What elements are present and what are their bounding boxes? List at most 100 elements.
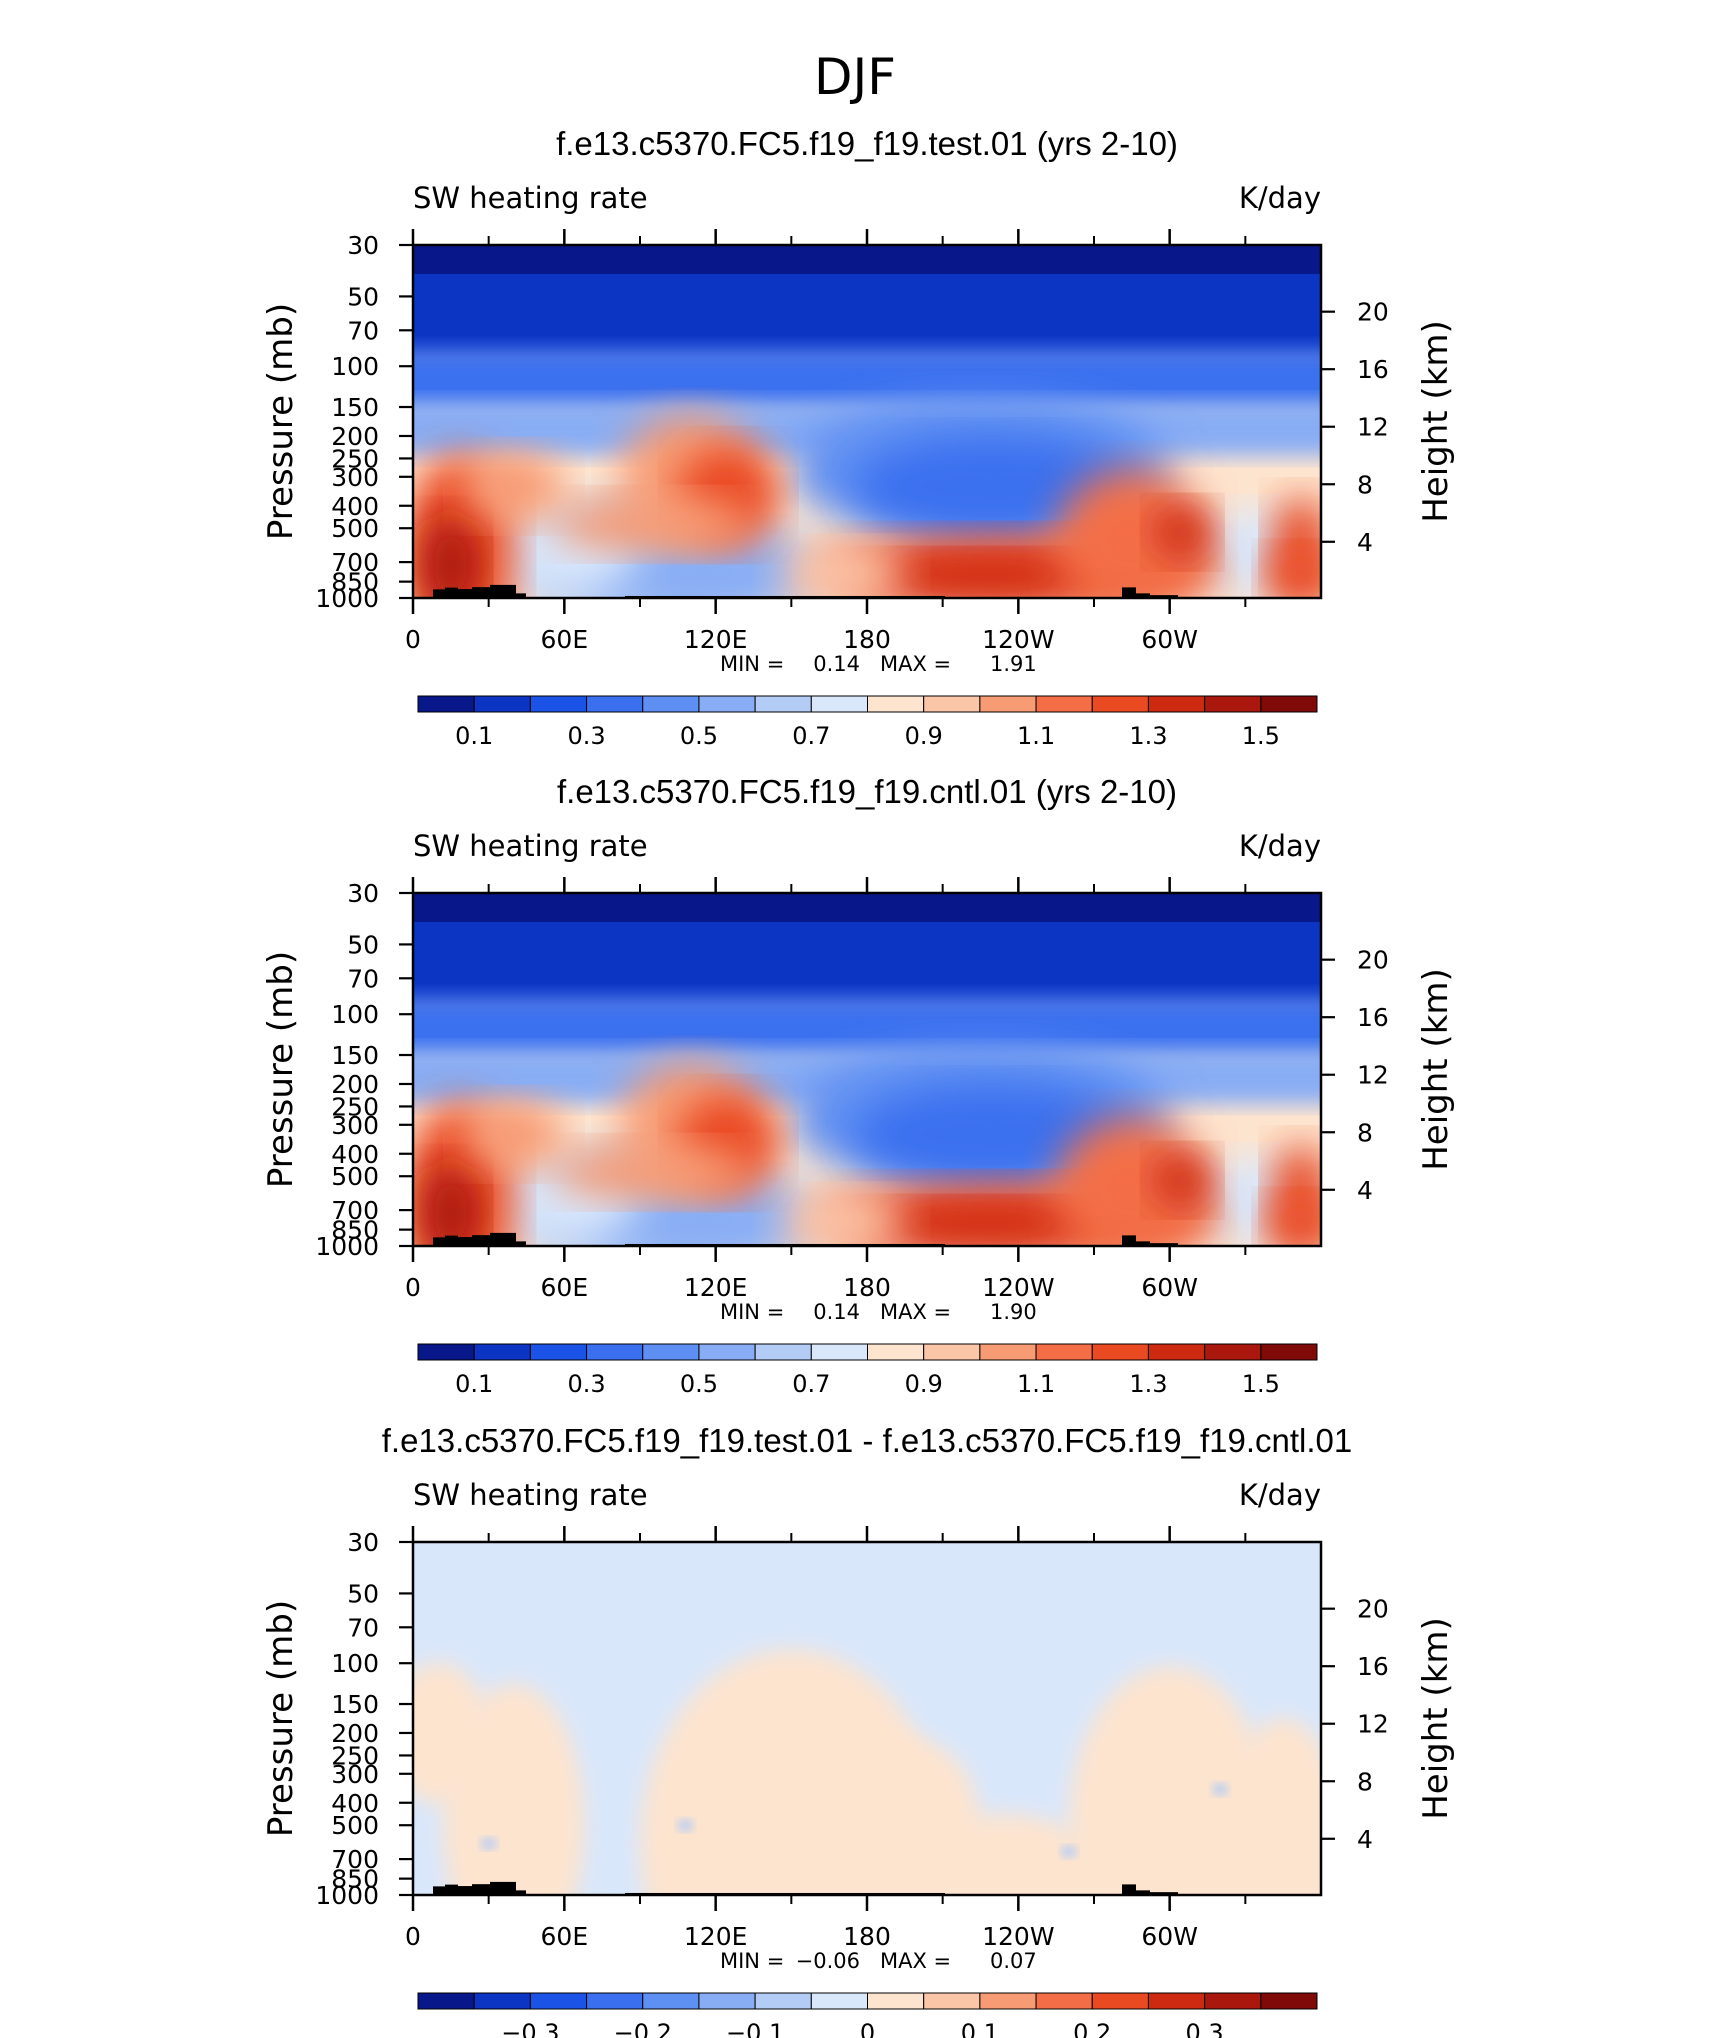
y2-tick-label: 12 — [1357, 1710, 1389, 1739]
field-contour — [778, 544, 905, 598]
colorbar-swatch — [417, 695, 475, 713]
topography — [490, 1881, 503, 1895]
field-contour — [1152, 503, 1213, 561]
colorbar-swatch — [754, 1992, 812, 2010]
y-tick-label: 400 — [331, 1789, 379, 1818]
topography — [445, 1884, 458, 1895]
y-tick-label: 300 — [331, 1760, 379, 1789]
variable-label: SW heating rate — [413, 1478, 648, 1512]
colorbar-label: 0.7 — [792, 722, 830, 750]
y2-tick-label: 16 — [1357, 355, 1389, 384]
colorbar-swatch — [698, 1992, 756, 2010]
y-tick-label: 250 — [331, 1741, 379, 1770]
y-tick-label: 1000 — [315, 584, 379, 613]
topography — [472, 587, 490, 598]
y-tick-label: 1000 — [315, 1232, 379, 1261]
contour-field — [413, 1542, 1321, 1895]
colorbar-swatch — [1035, 1343, 1093, 1361]
field-contour — [1220, 1717, 1321, 1895]
y-tick-label: 100 — [331, 352, 379, 381]
figure-title: DJF — [814, 48, 896, 106]
y2-tick-label: 8 — [1357, 1118, 1373, 1147]
field-contour — [1060, 1845, 1077, 1858]
x-tick-label: 120E — [684, 1273, 748, 1302]
y2-tick-label: 12 — [1357, 1061, 1389, 1090]
topography — [458, 589, 472, 598]
max-label: MAX = — [880, 652, 951, 676]
y2-axis-title: Height (km) — [1416, 1617, 1456, 1820]
colorbar-label: 0.5 — [680, 1370, 718, 1398]
max-value: 0.07 — [990, 1949, 1037, 1973]
y-tick-label: 200 — [331, 1719, 379, 1748]
panel-title: f.e13.c5370.FC5.f19_f19.test.01 - f.e13.… — [382, 1422, 1352, 1459]
y-tick-label: 100 — [331, 1649, 379, 1678]
colorbar-swatch — [867, 1343, 925, 1361]
x-tick-label: 60E — [541, 625, 589, 654]
y-axis-title: Pressure (mb) — [261, 1600, 301, 1837]
field-contour — [413, 893, 1321, 922]
y2-axis-title: Height (km) — [1416, 968, 1456, 1171]
colorbar-swatch — [1204, 1343, 1262, 1361]
field-contour — [463, 451, 565, 522]
topography — [1122, 1235, 1136, 1246]
x-tick-label: 60E — [541, 1922, 589, 1951]
topography — [503, 1881, 516, 1895]
x-tick-label: 120W — [982, 625, 1054, 654]
y-tick-label: 150 — [331, 1690, 379, 1719]
y-tick-label: 50 — [347, 930, 379, 959]
y-tick-label: 30 — [347, 1528, 379, 1557]
field-contour — [420, 1163, 482, 1246]
colorbar-label: 0.3 — [1186, 2019, 1224, 2038]
colorbar-swatch — [417, 1992, 475, 2010]
units-label: K/day — [1239, 181, 1321, 215]
y-tick-label: 150 — [331, 1041, 379, 1070]
colorbar-swatch — [1035, 1992, 1093, 2010]
topography — [458, 1886, 472, 1895]
max-value: 1.91 — [990, 652, 1037, 676]
y-tick-label: 200 — [331, 422, 379, 451]
field-contour — [420, 515, 482, 598]
y2-tick-label: 20 — [1357, 298, 1389, 327]
topography — [433, 1886, 445, 1895]
colorbar-swatch — [1147, 1343, 1206, 1361]
y-tick-label: 250 — [331, 444, 379, 473]
field-contour — [1265, 1197, 1321, 1246]
topography — [1136, 1241, 1150, 1246]
y2-tick-label: 8 — [1357, 470, 1373, 499]
topography — [503, 584, 516, 598]
colorbar-label: 0.5 — [680, 722, 718, 750]
y-tick-label: 850 — [331, 1865, 379, 1894]
colorbar-swatch — [473, 1343, 531, 1361]
x-tick-label: 60W — [1141, 625, 1198, 654]
colorbar-swatch — [473, 695, 531, 713]
colorbar-swatch — [923, 1992, 981, 2010]
topography — [516, 593, 526, 598]
max-value: 1.90 — [990, 1300, 1037, 1324]
colorbar-swatch — [1204, 695, 1262, 713]
colorbar-swatch — [642, 1992, 700, 2010]
min-value: −0.06 — [796, 1949, 860, 1973]
field-contour — [551, 495, 754, 553]
colorbar-swatch — [979, 1343, 1037, 1361]
y-tick-label: 50 — [347, 1579, 379, 1608]
colorbar-swatch — [529, 1992, 588, 2010]
y-tick-label: 700 — [331, 1196, 379, 1225]
y-tick-label: 500 — [331, 1811, 379, 1840]
field-contour — [778, 1192, 905, 1246]
topography — [516, 1241, 526, 1246]
colorbar-swatch — [1147, 695, 1206, 713]
topography — [490, 584, 503, 598]
min-label: MIN = — [720, 1949, 784, 1973]
colorbar-swatch — [417, 1343, 475, 1361]
colorbar-label: 0.2 — [1073, 2019, 1111, 2038]
field-contour — [551, 1143, 754, 1201]
colorbar-label: 1.3 — [1129, 722, 1167, 750]
colorbar-swatch — [698, 1343, 756, 1361]
colorbar-swatch — [867, 695, 925, 713]
colorbar-swatch — [754, 1343, 812, 1361]
topography — [1150, 1243, 1178, 1246]
colorbar-swatch — [979, 695, 1037, 713]
x-tick-label: 120E — [684, 1922, 748, 1951]
y-tick-label: 70 — [347, 964, 379, 993]
